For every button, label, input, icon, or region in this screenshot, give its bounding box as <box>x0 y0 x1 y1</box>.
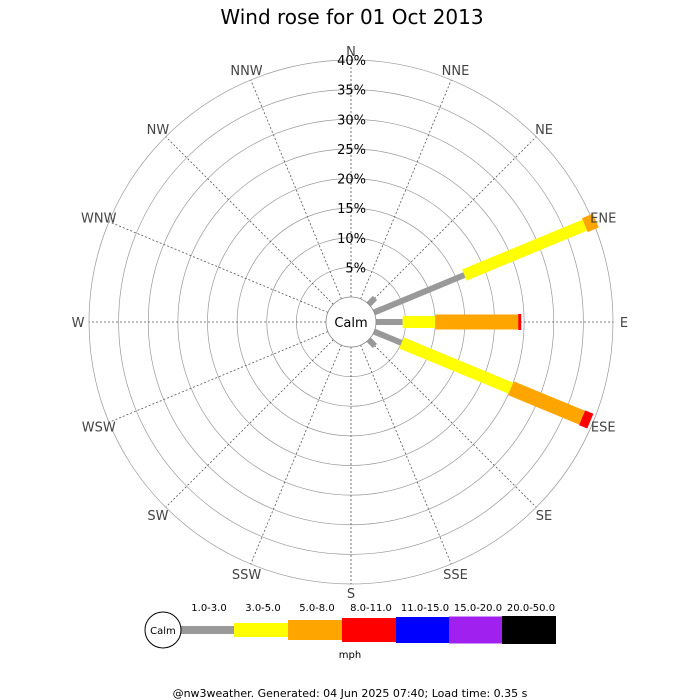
legend-calm-circle <box>144 611 182 649</box>
radial-tick-label: 20% <box>337 173 366 188</box>
radial-tick-label: 25% <box>337 143 366 158</box>
spoke-sse <box>360 344 452 565</box>
legend-label-8-0-11-0: 8.0-11.0 <box>350 603 392 614</box>
chart-title: Wind rose for 01 Oct 2013 <box>220 5 483 29</box>
legend-swatch-1-0-3-0 <box>180 626 234 634</box>
legend-calm-label: Calm <box>150 626 176 637</box>
spoke-nw <box>165 136 334 305</box>
wind-bars <box>366 213 599 429</box>
legend-label-1-0-3-0: 1.0-3.0 <box>191 603 226 614</box>
direction-label-wsw: WSW <box>82 420 116 435</box>
direction-label-nnw: NNW <box>230 64 262 79</box>
legend-swatch-5-0-8-0 <box>288 620 342 640</box>
legend-swatch-20-0-50-0 <box>502 616 556 644</box>
radial-tick-labels: 5% 10% 15% 20% 25% 30% 35% 40% <box>337 54 366 276</box>
calm-circle <box>325 296 377 348</box>
radial-tick-label: 15% <box>337 202 366 217</box>
direction-label-ne: NE <box>535 123 553 138</box>
spoke-nne <box>360 79 452 300</box>
calm-label: Calm <box>334 316 367 331</box>
legend-swatch-15-0-20-0 <box>449 616 502 644</box>
spoke-ne <box>368 136 537 305</box>
spoke-nnw <box>250 79 342 300</box>
direction-label-ene: ENE <box>590 212 616 227</box>
radial-tick-label: 10% <box>337 232 366 247</box>
bar-ne-1-0-3-0 <box>366 295 378 307</box>
direction-label-ese: ESE <box>591 420 616 435</box>
bar-ene-3-0-5-0 <box>462 219 588 281</box>
bar-ese-5-0-8-0 <box>508 381 585 425</box>
bar-ene-5-0-8-0 <box>581 213 599 233</box>
bar-se-1-0-3-0 <box>366 337 378 349</box>
spoke-wnw <box>108 221 329 313</box>
legend-label-20-0-50-0: 20.0-50.0 <box>507 603 555 614</box>
grid-ring-35 <box>118 89 584 555</box>
radial-tick-label: 35% <box>337 84 366 99</box>
bar-ese-1-0-3-0 <box>372 328 403 346</box>
direction-label-w: W <box>72 316 85 331</box>
radial-tick-label: 5% <box>345 261 366 276</box>
spoke-se <box>368 339 537 508</box>
radial-tick-label: 40% <box>337 54 366 69</box>
legend-label-15-0-20-0: 15.0-20.0 <box>454 603 502 614</box>
legend-label-5-0-8-0: 5.0-8.0 <box>299 603 334 614</box>
bar-ene-1-0-3-0 <box>372 272 466 316</box>
direction-label-nw: NW <box>147 123 170 138</box>
legend-swatch-11-0-15-0 <box>396 617 449 643</box>
legend-label-11-0-15-0: 11.0-15.0 <box>401 603 449 614</box>
spoke-ssw <box>250 344 342 565</box>
direction-label-se: SE <box>536 509 552 524</box>
legend-label-3-0-5-0: 3.0-5.0 <box>245 603 280 614</box>
direction-label-nne: NNE <box>442 64 470 79</box>
bar-ese-3-0-5-0 <box>399 337 514 394</box>
direction-label-sw: SW <box>147 509 168 524</box>
direction-label-e: E <box>620 316 628 331</box>
legend-swatch-8-0-11-0 <box>342 618 396 642</box>
direction-label-n: N <box>346 45 356 60</box>
spoke-sw <box>165 339 334 508</box>
footer-text: @nw3weather. Generated: 04 Jun 2025 07:4… <box>173 687 528 700</box>
calm-center: Calm <box>325 296 377 348</box>
radial-tick-label: 30% <box>337 113 366 128</box>
legend-unit-label: mph <box>339 650 361 661</box>
direction-label-ssw: SSW <box>232 568 262 583</box>
direction-label-s: S <box>347 587 355 602</box>
bar-ese-8-0-11-0 <box>579 410 594 429</box>
direction-label-sse: SSE <box>443 568 468 583</box>
direction-label-wnw: WNW <box>81 212 117 227</box>
speed-legend: 1.0-3.0 3.0-5.0 5.0-8.0 8.0-11.0 11.0-15.0 15… <box>144 603 556 661</box>
legend-swatch-3-0-5-0 <box>234 623 288 637</box>
spoke-wsw <box>108 331 329 423</box>
direction-labels: N NNE NE ENE E ESE SE SSE S SSW SW WSW W WNW NW NNW <box>72 45 629 602</box>
